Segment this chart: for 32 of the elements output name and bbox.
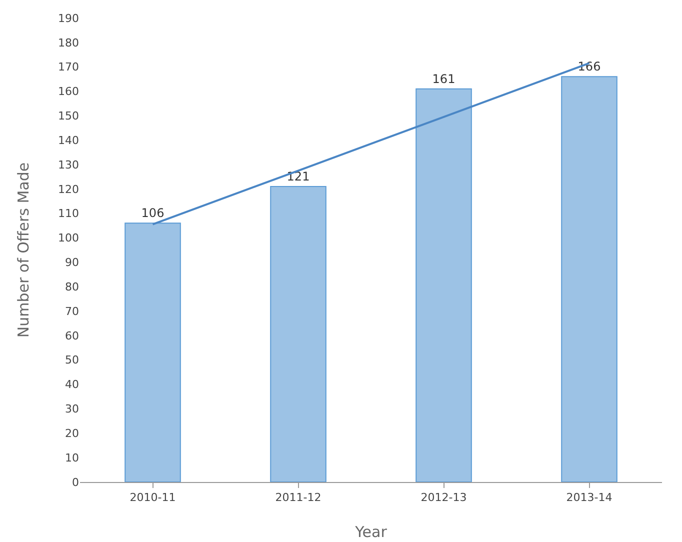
- x-tick-label: 2010-11: [130, 491, 176, 504]
- y-tick-label: 100: [58, 232, 79, 245]
- y-tick-label: 110: [58, 207, 79, 220]
- data-label: 161: [432, 72, 456, 86]
- y-tick-label: 50: [65, 354, 79, 367]
- y-tick-label: 70: [65, 304, 79, 318]
- y-tick-label: 160: [58, 85, 79, 98]
- y-tick-label: 0: [72, 476, 79, 489]
- y-tick-label: 120: [58, 182, 79, 196]
- x-tick-label: 2011-12: [275, 491, 322, 504]
- y-tick-label: 170: [58, 60, 79, 74]
- x-axis-title: Year: [354, 523, 388, 541]
- y-tick-label: 190: [58, 12, 79, 25]
- y-tick-label: 60: [65, 329, 79, 342]
- y-tick-label: 140: [58, 134, 79, 147]
- y-tick-label: 90: [65, 256, 79, 270]
- data-label: 106: [141, 206, 164, 220]
- y-tick-label: 40: [65, 378, 79, 392]
- x-tick-label: 2012-13: [420, 491, 467, 504]
- y-tick-label: 180: [58, 36, 79, 50]
- y-tick-label: 10: [65, 451, 79, 464]
- y-tick-label: 80: [65, 280, 79, 294]
- bar: [124, 222, 181, 482]
- x-tick-label: 2013-14: [566, 491, 612, 504]
- y-tick-label: 150: [58, 110, 79, 123]
- y-axis-title: Number of Offers Made: [14, 162, 32, 338]
- bar: [561, 76, 618, 482]
- y-tick-label: 20: [65, 427, 79, 440]
- y-tick-label: 130: [58, 158, 79, 172]
- bar: [270, 186, 326, 482]
- y-tick-label: 30: [65, 402, 79, 416]
- bar: [416, 88, 472, 482]
